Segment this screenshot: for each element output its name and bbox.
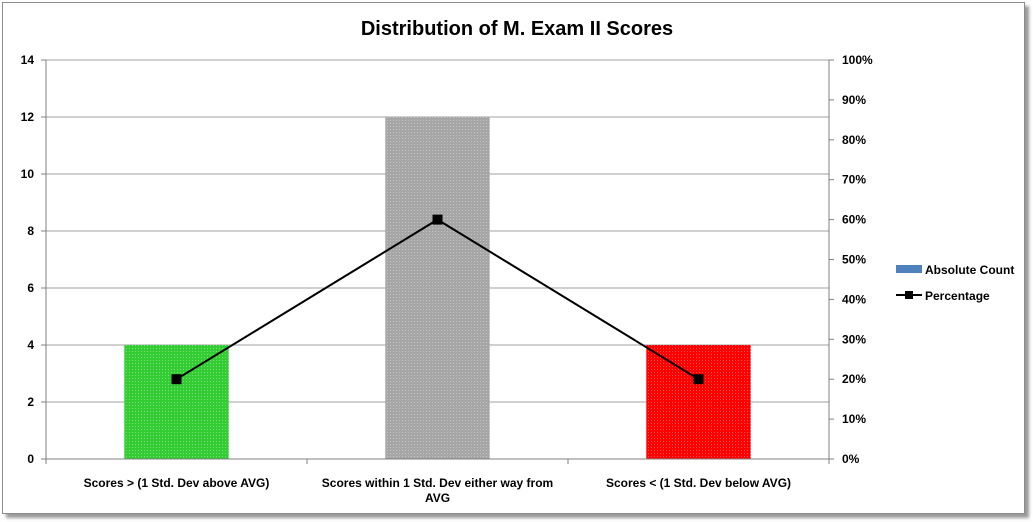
left-axis-tick-label: 14 [21,53,35,67]
category-label: AVG [425,491,450,505]
chart-frame: Distribution of M. Exam II Scores 0 2 4 6 8 1… [2,2,1025,514]
category-label: Scores within 1 Std. Dev either way from [322,476,553,490]
combo-chart: Distribution of M. Exam II Scores 0 2 4 6 8 1… [21,18,1015,505]
legend-swatch-percentage-marker [905,291,913,299]
right-axis-tick-label: 100% [842,53,873,67]
right-axis-tick-label: 80% [842,133,866,147]
right-axis-tick-label: 70% [842,173,866,187]
left-axis-tick-label: 8 [27,224,34,238]
category-label: Scores > (1 Std. Dev above AVG) [84,476,270,490]
left-axis-tick-label: 12 [21,110,35,124]
category-label: Scores < (1 Std. Dev below AVG) [606,476,791,490]
bar-series [124,117,751,459]
right-axis-tick-label: 10% [842,412,866,426]
left-axis-tick-label: 0 [27,452,34,466]
right-axis-tick-label: 60% [842,213,866,227]
legend: Absolute Count Percentage [896,263,1014,303]
right-axis-tick-label: 50% [842,253,866,267]
right-axis-tick-label: 0% [842,452,860,466]
right-axis-tick-label: 90% [842,93,866,107]
bar-texture [124,345,229,459]
left-axis-tick-label: 10 [21,167,35,181]
left-axis-tick-label: 6 [27,281,34,295]
bar-texture [385,117,490,459]
bar-texture [646,345,751,459]
left-axis-ticks: 0 2 4 6 8 10 12 14 [21,53,46,466]
right-axis-ticks: 0% 10% 20% 30% 40% 50% 60% 70% 80% 90% 100% [829,53,873,466]
category-labels: Scores > (1 Std. Dev above AVG) Scores wi… [84,476,791,505]
legend-label-percentage: Percentage [925,289,990,303]
percentage-point [171,374,182,385]
legend-swatch-absolute-count [896,265,922,273]
percentage-point [432,214,443,225]
percentage-line-series [171,214,704,385]
right-axis-tick-label: 40% [842,292,866,306]
percentage-point [693,374,704,385]
legend-label-absolute-count: Absolute Count [925,263,1014,277]
chart-title: Distribution of M. Exam II Scores [361,18,673,40]
right-axis-tick-label: 20% [842,372,866,386]
left-axis-tick-label: 2 [27,395,34,409]
right-axis-tick-label: 30% [842,332,866,346]
left-axis-tick-label: 4 [27,338,34,352]
